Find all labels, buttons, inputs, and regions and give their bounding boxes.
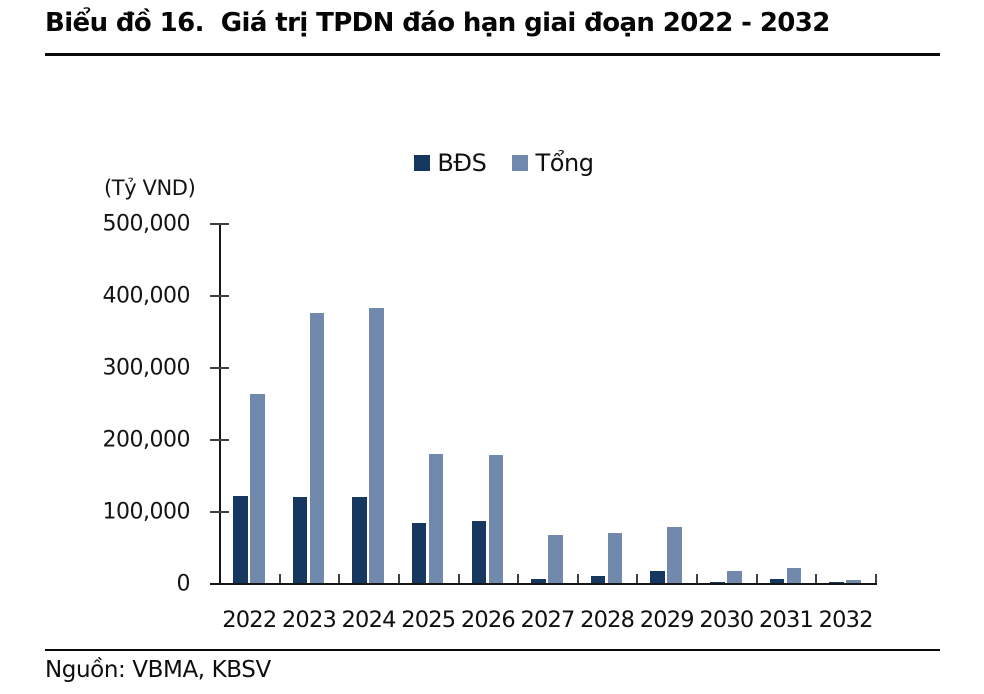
y-tick-label: 400,000 — [102, 283, 191, 309]
legend-swatch-tong — [512, 155, 529, 171]
x-tick-label-2025: 2025 — [401, 607, 456, 633]
x-axis-boundary-tick — [338, 574, 341, 583]
bar-bds-2025 — [411, 523, 427, 583]
bar-bds-2022 — [233, 496, 248, 583]
legend-label-tong: Tổng — [535, 149, 594, 177]
bar-bds-2029 — [650, 571, 665, 583]
bar-bds-2030 — [710, 582, 725, 583]
bar-tong-2030 — [727, 571, 742, 583]
bar-tong-2027 — [548, 535, 563, 583]
bar-bds-2028 — [590, 576, 606, 583]
x-axis-boundary-tick — [815, 574, 818, 583]
x-tick-label-2029: 2029 — [639, 607, 695, 633]
y-axis-unit-label: (Tỷ VND) — [104, 176, 196, 200]
y-tick-label: 200,000 — [102, 427, 191, 453]
x-axis-line — [210, 583, 877, 585]
y-tick-mark — [210, 295, 229, 297]
x-axis-boundary-tick — [397, 574, 400, 583]
bar-bds-2026 — [471, 521, 487, 583]
source-note: Nguồn: VBMA, KBSV — [45, 657, 271, 683]
bar-tong-2024 — [369, 308, 384, 583]
y-tick-label: 300,000 — [102, 355, 191, 381]
x-tick-label-2028: 2028 — [580, 607, 635, 633]
y-tick-label: 100,000 — [102, 499, 191, 525]
legend-item-tong: Tổng — [512, 149, 594, 177]
bar-tong-2028 — [607, 533, 623, 583]
bar-bds-2027 — [531, 579, 546, 583]
bar-tong-2023 — [309, 313, 325, 583]
x-axis-boundary-tick — [875, 574, 877, 583]
footer-separator-line — [45, 649, 940, 651]
x-axis-boundary-tick — [755, 574, 758, 583]
chart-title: Biểu đồ 16. Giá trị TPDN đáo hạn giai đo… — [45, 8, 830, 38]
bar-tong-2026 — [488, 455, 504, 583]
x-axis-boundary-tick — [696, 574, 699, 583]
bar-tong-2031 — [786, 568, 802, 583]
chart-legend: BĐS Tổng — [12, 149, 984, 177]
y-axis-line — [219, 224, 221, 584]
bar-tong-2022 — [250, 394, 265, 583]
legend-swatch-bds — [414, 155, 431, 171]
x-axis-boundary-tick — [636, 574, 639, 583]
y-tick-mark — [210, 511, 229, 513]
y-tick-label: 0 — [176, 571, 191, 597]
x-tick-label-2022: 2022 — [222, 607, 277, 633]
x-tick-label-2032: 2032 — [818, 607, 874, 633]
x-axis-boundary-tick — [517, 574, 520, 583]
bar-bds-2023 — [292, 497, 308, 583]
bar-tong-2025 — [428, 454, 444, 583]
x-tick-label-2030: 2030 — [699, 607, 754, 633]
bar-tong-2029 — [667, 527, 682, 583]
y-tick-label: 500,000 — [102, 211, 191, 237]
x-tick-label-2031: 2031 — [759, 607, 814, 633]
y-tick-mark — [210, 439, 229, 441]
title-separator-line — [45, 53, 940, 56]
bar-bds-2031 — [769, 579, 785, 583]
legend-label-bds: BĐS — [437, 149, 487, 177]
x-axis-boundary-tick — [576, 574, 579, 583]
bar-bds-2032 — [829, 582, 844, 583]
x-tick-label-2027: 2027 — [520, 607, 575, 633]
bar-tong-2032 — [846, 580, 861, 583]
x-tick-label-2026: 2026 — [460, 607, 516, 633]
x-axis-boundary-tick — [278, 574, 281, 583]
legend-item-bds: BĐS — [414, 149, 487, 177]
bar-bds-2024 — [352, 497, 367, 583]
y-tick-mark — [210, 223, 229, 225]
y-tick-mark — [210, 367, 229, 369]
x-tick-label-2023: 2023 — [281, 607, 337, 633]
x-tick-label-2024: 2024 — [341, 607, 397, 633]
x-axis-boundary-tick — [457, 574, 460, 583]
